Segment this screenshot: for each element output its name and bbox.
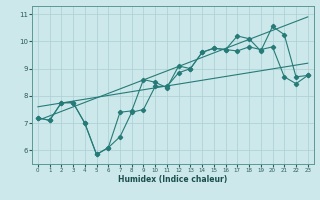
X-axis label: Humidex (Indice chaleur): Humidex (Indice chaleur) — [118, 175, 228, 184]
